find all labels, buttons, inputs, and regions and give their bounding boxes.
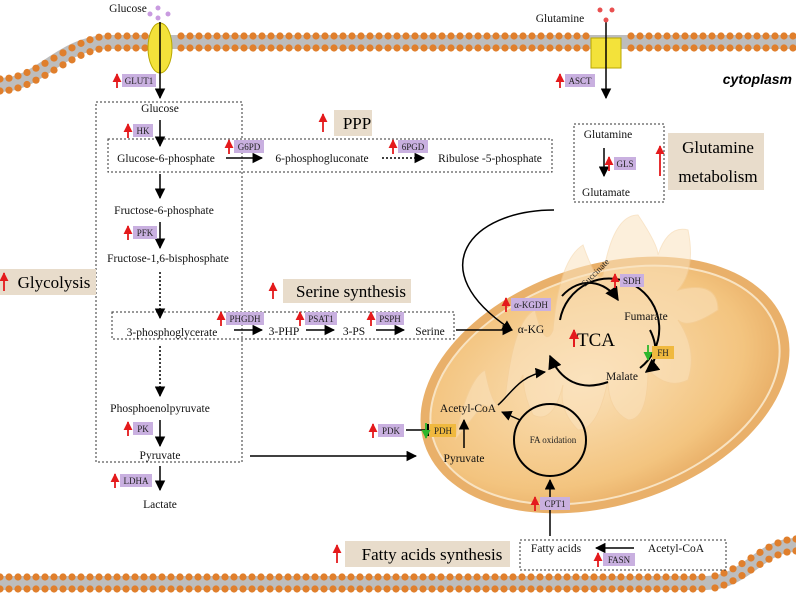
glucose-molecules-icon bbox=[147, 5, 171, 21]
acetyl-coa-mito: Acetyl-CoA bbox=[440, 403, 497, 415]
svg-text:Glutamine: Glutamine bbox=[682, 138, 754, 157]
pyruvate-mito: Pyruvate bbox=[444, 453, 485, 465]
enzyme-cpt1: CPT1 bbox=[530, 496, 570, 511]
3-ps: 3-PS bbox=[343, 326, 365, 338]
tca-label: TCA bbox=[577, 330, 615, 351]
enzyme-6pgd: 6PGD bbox=[388, 139, 428, 154]
cell-membrane-top bbox=[0, 32, 796, 95]
fa-oxidation: FA oxidation bbox=[530, 435, 577, 445]
enzyme-phgdh: PHGDH bbox=[216, 311, 264, 326]
svg-text:ASCT: ASCT bbox=[568, 76, 592, 86]
enzyme-psat1: PSAT1 bbox=[295, 311, 337, 326]
pyruvate: Pyruvate bbox=[140, 450, 181, 462]
svg-text:PSPH: PSPH bbox=[379, 314, 401, 324]
malate: Malate bbox=[606, 371, 638, 383]
svg-text:PK: PK bbox=[137, 424, 149, 434]
fatty-acids: Fatty acids bbox=[531, 543, 582, 555]
pathway-glycolysis: Glycolysis bbox=[0, 269, 96, 295]
enzyme-asct: ASCT bbox=[555, 73, 595, 88]
svg-text:PFK: PFK bbox=[137, 228, 154, 238]
fructose-6-phosphate: Fructose-6-phosphate bbox=[114, 205, 214, 217]
enzyme-gls: GLS bbox=[604, 156, 636, 171]
serine-region bbox=[111, 311, 455, 340]
glutamine: Glutamine bbox=[584, 129, 633, 141]
glucose: Glucose bbox=[141, 103, 179, 115]
enzyme-sdh: SDH bbox=[610, 273, 644, 288]
enzyme-pfk: PFK bbox=[123, 225, 157, 240]
enzyme-g6pd: G6PD bbox=[224, 139, 264, 154]
ribulose-5-phosphate: Ribulose -5-phosphate bbox=[438, 153, 542, 165]
pathway-label: Fatty acids synthesis bbox=[362, 545, 503, 564]
cell-membrane-bottom bbox=[0, 535, 796, 593]
svg-text:GLUT1: GLUT1 bbox=[125, 76, 154, 86]
svg-text:FH: FH bbox=[657, 348, 669, 358]
pathway-label: Glycolysis bbox=[18, 273, 91, 292]
enzyme-akgdh: α-KGDH bbox=[501, 297, 551, 312]
enzyme-pk: PK bbox=[123, 421, 153, 436]
pathway-serine: Serine synthesis bbox=[268, 279, 411, 303]
enzyme-fh: FH bbox=[643, 345, 674, 361]
svg-text:HK: HK bbox=[137, 126, 150, 136]
3-phosphoglycerate: 3-phosphoglycerate bbox=[127, 327, 218, 339]
glutamate: Glutamate bbox=[582, 187, 630, 199]
lactate: Lactate bbox=[143, 499, 177, 511]
fructose-1-6-bisphosphate: Fructose-1,6-bisphosphate bbox=[107, 253, 229, 265]
svg-text:LDHA: LDHA bbox=[124, 476, 149, 486]
glucose-extracellular: Glucose bbox=[109, 3, 147, 15]
svg-text:CPT1: CPT1 bbox=[544, 499, 565, 509]
fumarate: Fumarate bbox=[624, 311, 667, 323]
svg-text:PDH: PDH bbox=[434, 426, 453, 436]
glutamine-molecules-icon bbox=[597, 7, 615, 23]
glutamine-region bbox=[573, 123, 665, 203]
svg-text:PDK: PDK bbox=[382, 426, 401, 436]
ppp-region bbox=[107, 138, 553, 173]
glutamine-extracellular: Glutamine bbox=[536, 13, 585, 25]
pathway-label: Serine synthesis bbox=[296, 282, 406, 301]
enzyme-ldha: LDHA bbox=[110, 473, 152, 488]
fa-oxidation-cycle bbox=[513, 403, 587, 477]
6-phosphogluconate: 6-phosphogluconate bbox=[275, 153, 368, 165]
svg-text:SDH: SDH bbox=[623, 276, 642, 286]
glucose-6-phosphate: Glucose-6-phosphate bbox=[117, 153, 215, 165]
svg-text:FASN: FASN bbox=[608, 555, 631, 565]
fatty-acid-region bbox=[519, 539, 727, 571]
enzyme-glut1: GLUT1 bbox=[112, 73, 156, 88]
svg-text:GLS: GLS bbox=[616, 159, 633, 169]
acetyl-coa-cytosol: Acetyl-CoA bbox=[648, 543, 705, 555]
cytoplasm-label: cytoplasm bbox=[723, 71, 792, 87]
svg-text:6PGD: 6PGD bbox=[402, 142, 425, 152]
svg-text:PSAT1: PSAT1 bbox=[308, 314, 334, 324]
enzyme-hk: HK bbox=[123, 123, 153, 138]
pathway-label: PPP bbox=[343, 114, 371, 133]
3-php: 3-PHP bbox=[269, 326, 300, 338]
svg-text:α-KGDH: α-KGDH bbox=[514, 300, 548, 310]
enzyme-pdh: PDH bbox=[421, 423, 456, 439]
enzyme-psph: PSPH bbox=[366, 311, 404, 326]
enzyme-pdk: PDK bbox=[368, 423, 404, 438]
alpha-kg: α-KG bbox=[518, 324, 544, 336]
pathway-ppp: PPP bbox=[318, 110, 372, 136]
enzyme-fasn: FASN bbox=[593, 552, 635, 567]
svg-text:PHGDH: PHGDH bbox=[229, 314, 261, 324]
svg-text:G6PD: G6PD bbox=[238, 142, 261, 152]
serine: Serine bbox=[415, 326, 444, 338]
pathway-glutamine-metabolism: Glutamine metabolism bbox=[655, 133, 764, 190]
svg-text:metabolism: metabolism bbox=[678, 167, 757, 186]
pathway-fatty-acids: Fatty acids synthesis bbox=[332, 541, 510, 567]
phosphoenolpyruvate: Phosphoenolpyruvate bbox=[110, 403, 210, 415]
